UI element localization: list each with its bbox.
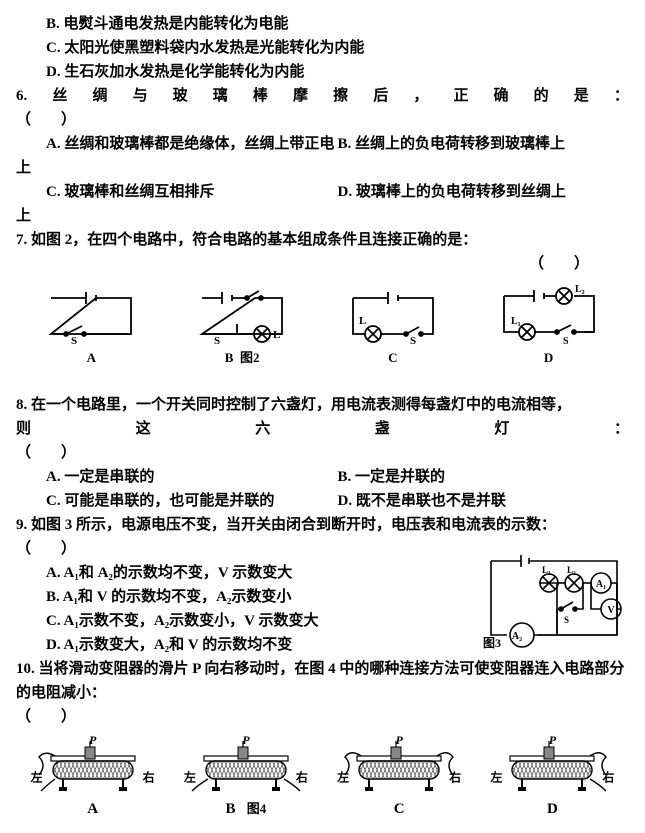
q10-rheo-d: P 左 右 D — [492, 735, 612, 821]
q8-stem-line2: 则这六盏灯： — [16, 417, 629, 441]
q7-circuit-b: S L B 图2 — [187, 286, 297, 369]
q9-opt-c: C. A₁示数不变，A₂示数变小，V 示数变大 — [16, 609, 471, 633]
q10-rheo-a: P 左 右 A — [33, 735, 153, 821]
pre-opt-d: D. 生石灰加水发热是化学能转化为内能 — [16, 60, 629, 84]
slider-p-label: P — [242, 731, 249, 750]
slider-p-label: P — [89, 731, 96, 750]
q6-opt-d: D. 玻璃棒上的负电荷转移到丝绸上 — [338, 180, 630, 204]
right-label: 右 — [296, 768, 308, 787]
left-label: 左 — [490, 768, 502, 787]
right-label: 右 — [602, 768, 614, 787]
svg-text:L: L — [359, 315, 366, 327]
svg-text:L₂: L₂ — [567, 565, 576, 575]
pre-opt-c: C. 太阳光使黑塑料袋内水发热是光能转化为内能 — [16, 36, 629, 60]
q6-blank: （ ） — [16, 108, 629, 132]
q6-stem: 6.丝绸与玻璃棒摩擦后，正确的是： — [16, 84, 629, 108]
q6-opt-a: A. 丝绸和玻璃棒都是绝缘体，丝绸上带正电 — [16, 132, 338, 156]
q7-circuit-d: L₂ L₁ S D — [489, 282, 609, 369]
q9-blank: （ ） — [16, 537, 471, 561]
q7-figcap: 图2 — [240, 350, 260, 365]
switch-label: S — [71, 335, 77, 346]
q7-circuit-c: L S C — [338, 286, 448, 369]
q6-cont2: 上 — [16, 204, 629, 228]
q8-stem: 8. 在一个电路里，一个开关同时控制了六盏灯，用电流表测得每盏灯中的电流相等， — [16, 393, 629, 417]
q7-stem: 7. 如图 2，在四个电路中，符合电路的基本组成条件且连接正确的是： — [16, 228, 629, 252]
q9-opt-d: D. A₁示数变大，A₂和 V 的示数均不变 — [16, 633, 471, 657]
q6-cont1: 上 — [16, 156, 629, 180]
svg-text:A₁: A₁ — [596, 579, 606, 590]
q9-opt-b: B. A₁和 V 的示数均不变，A₂示数变小 — [16, 585, 471, 609]
pre-opt-b: B. 电熨斗通电发热是内能转化为电能 — [16, 12, 629, 36]
q10-label-c: C — [339, 797, 459, 821]
q7-blank: （ ） — [16, 252, 629, 276]
svg-text:A₂: A₂ — [512, 631, 522, 642]
q9-opt-a: A. A₁和 A₂的示数均不变，V 示数变大 — [16, 561, 471, 585]
q8-opt-d: D. 既不是串联也不是并联 — [338, 489, 630, 513]
svg-text:S: S — [410, 335, 416, 346]
svg-text:L₁: L₁ — [542, 565, 551, 575]
q8-opt-a: A. 一定是串联的 — [46, 465, 338, 489]
right-label: 右 — [143, 768, 155, 787]
q9-stem: 9. 如图 3 所示，电源电压不变，当开关由闭合到断开时，电压表和电流表的示数： — [16, 513, 629, 537]
q10-rheo-c: P 左 右 C — [339, 735, 459, 821]
left-label: 左 — [337, 768, 349, 787]
q8-blank: （ ） — [16, 441, 629, 465]
q10-label-b: B — [225, 801, 235, 817]
svg-text:S: S — [563, 336, 569, 346]
slider-p-label: P — [395, 731, 402, 750]
q10-label-d: D — [492, 797, 612, 821]
q7-figure-row: S A S L B 图2 — [16, 282, 629, 369]
svg-text:S: S — [564, 615, 569, 625]
q10-blank: （ ） — [16, 705, 629, 729]
q8-opt-c: C. 可能是串联的，也可能是并联的 — [46, 489, 338, 513]
q7-label-d: D — [489, 348, 609, 369]
q6-opt-c: C. 玻璃棒和丝绸互相排斥 — [16, 180, 338, 204]
q10-rheo-b: P 左 右 B 图4 — [186, 735, 306, 821]
svg-text:L₂: L₂ — [575, 284, 585, 295]
q8-opt-b: B. 一定是并联的 — [338, 465, 630, 489]
left-label: 左 — [31, 768, 43, 787]
q7-label-b: B — [225, 350, 234, 365]
q6-opt-b: B. 丝绸上的负电荷转移到玻璃棒上 — [338, 132, 630, 156]
slider-p-label: P — [549, 731, 556, 750]
right-label: 右 — [449, 768, 461, 787]
q10-label-a: A — [33, 797, 153, 821]
svg-text:V: V — [607, 605, 615, 616]
q10-figcap: 图4 — [247, 801, 267, 816]
q7-label-c: C — [338, 348, 448, 369]
svg-text:S: S — [214, 335, 220, 346]
q10-figure-row: P 左 右 A P 左 右 — [16, 735, 629, 821]
q7-label-a: A — [36, 348, 146, 369]
q10-stem: 10. 当将滑动变阻器的滑片 P 向右移动时，在图 4 中的哪种连接方法可使变阻… — [16, 657, 629, 705]
left-label: 左 — [184, 768, 196, 787]
svg-text:L: L — [273, 329, 280, 341]
svg-text:L₁: L₁ — [511, 316, 521, 327]
svg-text:图3: 图3 — [483, 636, 501, 650]
q7-circuit-a: S A — [36, 286, 146, 369]
q9-figure: A₂ A₁ V L₁ L₂ S 图3 — [479, 543, 629, 653]
